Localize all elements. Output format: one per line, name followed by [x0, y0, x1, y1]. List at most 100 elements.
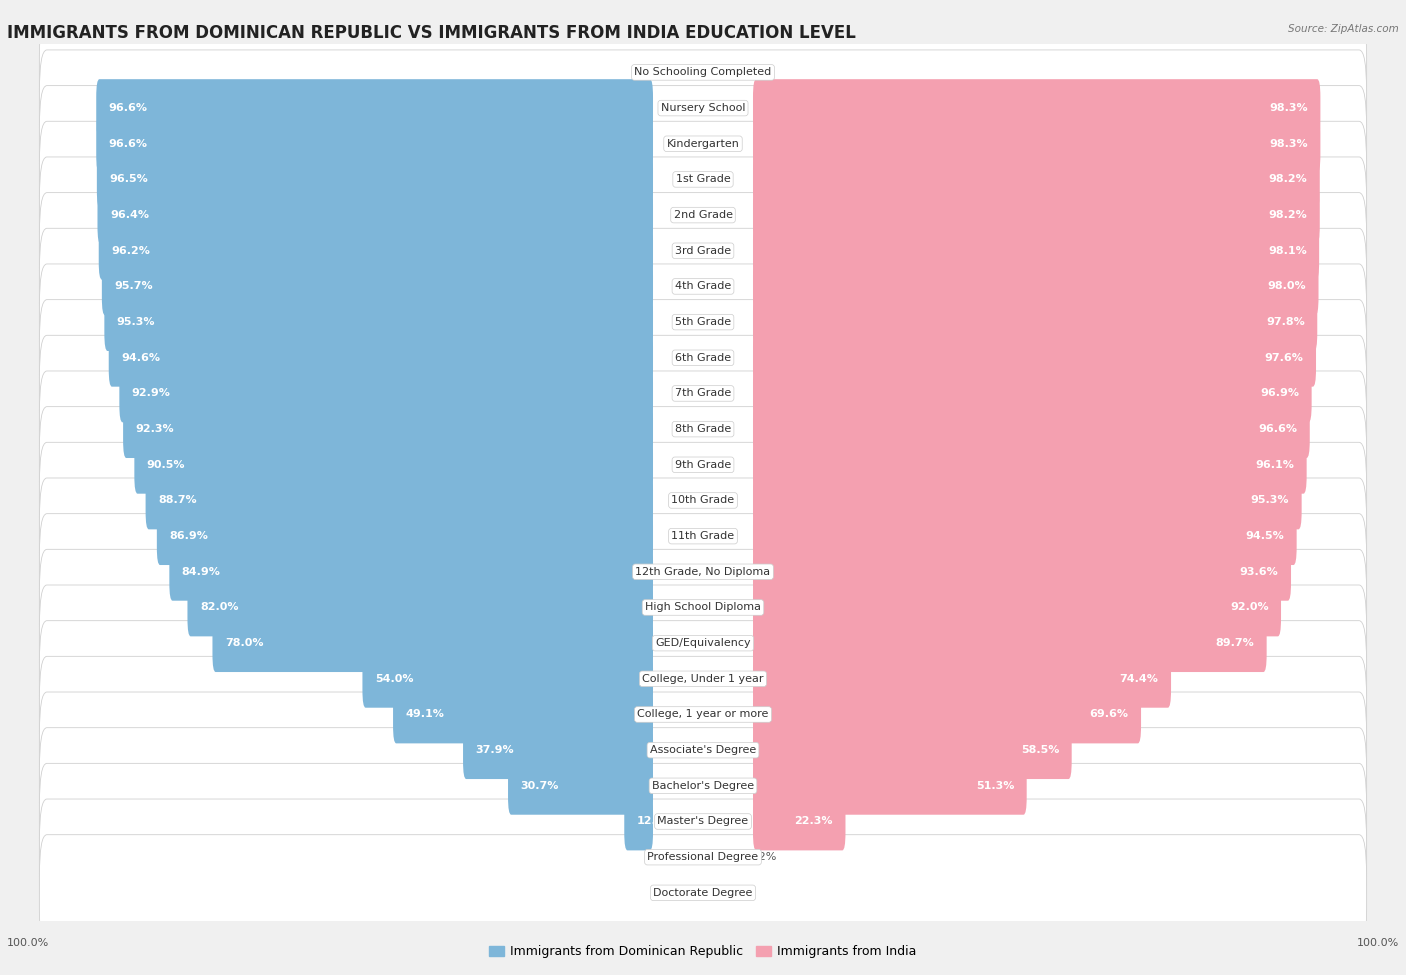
FancyBboxPatch shape: [187, 578, 652, 637]
FancyBboxPatch shape: [39, 621, 1367, 737]
FancyBboxPatch shape: [754, 365, 1312, 422]
Text: 37.9%: 37.9%: [475, 745, 515, 756]
Text: 12.1%: 12.1%: [637, 816, 675, 827]
Text: 1.7%: 1.7%: [720, 67, 748, 77]
FancyBboxPatch shape: [39, 157, 1367, 273]
Text: 96.4%: 96.4%: [110, 210, 149, 220]
FancyBboxPatch shape: [96, 79, 652, 137]
FancyBboxPatch shape: [39, 86, 1367, 202]
Text: 51.3%: 51.3%: [976, 781, 1014, 791]
FancyBboxPatch shape: [97, 186, 652, 244]
Text: 22.3%: 22.3%: [794, 816, 832, 827]
Text: 84.9%: 84.9%: [181, 566, 221, 577]
FancyBboxPatch shape: [39, 407, 1367, 523]
FancyBboxPatch shape: [39, 443, 1367, 559]
FancyBboxPatch shape: [212, 614, 652, 672]
FancyBboxPatch shape: [754, 543, 1291, 601]
FancyBboxPatch shape: [104, 293, 652, 351]
Text: College, Under 1 year: College, Under 1 year: [643, 674, 763, 683]
Text: 8th Grade: 8th Grade: [675, 424, 731, 434]
Text: 93.6%: 93.6%: [1240, 566, 1278, 577]
Text: 97.8%: 97.8%: [1265, 317, 1305, 327]
Text: 92.9%: 92.9%: [132, 388, 170, 399]
Text: High School Diploma: High School Diploma: [645, 603, 761, 612]
Text: 95.3%: 95.3%: [117, 317, 155, 327]
FancyBboxPatch shape: [754, 257, 1319, 315]
Text: 5th Grade: 5th Grade: [675, 317, 731, 327]
Text: 97.6%: 97.6%: [1264, 353, 1303, 363]
Text: College, 1 year or more: College, 1 year or more: [637, 710, 769, 720]
Text: Associate's Degree: Associate's Degree: [650, 745, 756, 756]
Text: 12th Grade, No Diploma: 12th Grade, No Diploma: [636, 566, 770, 577]
FancyBboxPatch shape: [39, 193, 1367, 309]
Text: 96.1%: 96.1%: [1256, 460, 1294, 470]
FancyBboxPatch shape: [146, 472, 652, 529]
FancyBboxPatch shape: [39, 264, 1367, 380]
Text: GED/Equivalency: GED/Equivalency: [655, 639, 751, 648]
Text: 49.1%: 49.1%: [405, 710, 444, 720]
Text: Master's Degree: Master's Degree: [658, 816, 748, 827]
FancyBboxPatch shape: [508, 757, 652, 815]
FancyBboxPatch shape: [39, 656, 1367, 772]
FancyBboxPatch shape: [754, 79, 1320, 137]
FancyBboxPatch shape: [39, 335, 1367, 451]
Text: 96.6%: 96.6%: [1258, 424, 1298, 434]
Text: 10th Grade: 10th Grade: [672, 495, 734, 505]
Legend: Immigrants from Dominican Republic, Immigrants from India: Immigrants from Dominican Republic, Immi…: [484, 940, 922, 963]
FancyBboxPatch shape: [754, 472, 1302, 529]
Text: 1.3%: 1.3%: [661, 888, 689, 898]
Text: 96.6%: 96.6%: [108, 103, 148, 113]
FancyBboxPatch shape: [120, 365, 652, 422]
Text: 54.0%: 54.0%: [375, 674, 413, 683]
FancyBboxPatch shape: [39, 514, 1367, 630]
FancyBboxPatch shape: [39, 121, 1367, 238]
FancyBboxPatch shape: [754, 722, 1071, 779]
Text: Source: ZipAtlas.com: Source: ZipAtlas.com: [1288, 24, 1399, 34]
FancyBboxPatch shape: [754, 614, 1267, 672]
Text: 86.9%: 86.9%: [169, 531, 208, 541]
FancyBboxPatch shape: [754, 400, 1310, 458]
FancyBboxPatch shape: [39, 692, 1367, 808]
FancyBboxPatch shape: [754, 685, 1142, 743]
FancyBboxPatch shape: [754, 150, 1320, 209]
FancyBboxPatch shape: [124, 400, 652, 458]
Text: 4th Grade: 4th Grade: [675, 282, 731, 292]
Text: Kindergarten: Kindergarten: [666, 138, 740, 149]
Text: 11th Grade: 11th Grade: [672, 531, 734, 541]
Text: 98.2%: 98.2%: [1268, 175, 1308, 184]
FancyBboxPatch shape: [157, 507, 652, 566]
FancyBboxPatch shape: [624, 793, 652, 850]
Text: 98.3%: 98.3%: [1270, 103, 1308, 113]
Text: 9th Grade: 9th Grade: [675, 460, 731, 470]
FancyBboxPatch shape: [169, 543, 652, 601]
FancyBboxPatch shape: [101, 257, 652, 315]
Text: Bachelor's Degree: Bachelor's Degree: [652, 781, 754, 791]
Text: 98.2%: 98.2%: [1268, 210, 1308, 220]
FancyBboxPatch shape: [39, 763, 1367, 879]
Text: 96.9%: 96.9%: [1260, 388, 1299, 399]
FancyBboxPatch shape: [754, 578, 1281, 637]
Text: IMMIGRANTS FROM DOMINICAN REPUBLIC VS IMMIGRANTS FROM INDIA EDUCATION LEVEL: IMMIGRANTS FROM DOMINICAN REPUBLIC VS IM…: [7, 24, 856, 42]
Text: 2.8%: 2.8%: [727, 888, 755, 898]
FancyBboxPatch shape: [96, 115, 652, 173]
Text: 95.7%: 95.7%: [114, 282, 153, 292]
Text: 6th Grade: 6th Grade: [675, 353, 731, 363]
Text: 92.0%: 92.0%: [1230, 603, 1268, 612]
Text: 98.3%: 98.3%: [1270, 138, 1308, 149]
FancyBboxPatch shape: [108, 329, 652, 387]
FancyBboxPatch shape: [754, 650, 1171, 708]
Text: No Schooling Completed: No Schooling Completed: [634, 67, 772, 77]
FancyBboxPatch shape: [39, 50, 1367, 166]
FancyBboxPatch shape: [39, 835, 1367, 951]
FancyBboxPatch shape: [754, 757, 1026, 815]
Text: 3.4%: 3.4%: [647, 852, 675, 862]
FancyBboxPatch shape: [463, 722, 652, 779]
FancyBboxPatch shape: [98, 222, 652, 280]
Text: 69.6%: 69.6%: [1090, 710, 1129, 720]
Text: 78.0%: 78.0%: [225, 639, 263, 648]
Text: 94.5%: 94.5%: [1246, 531, 1284, 541]
Text: 58.5%: 58.5%: [1021, 745, 1059, 756]
Text: Nursery School: Nursery School: [661, 103, 745, 113]
FancyBboxPatch shape: [754, 507, 1296, 566]
FancyBboxPatch shape: [39, 800, 1367, 916]
